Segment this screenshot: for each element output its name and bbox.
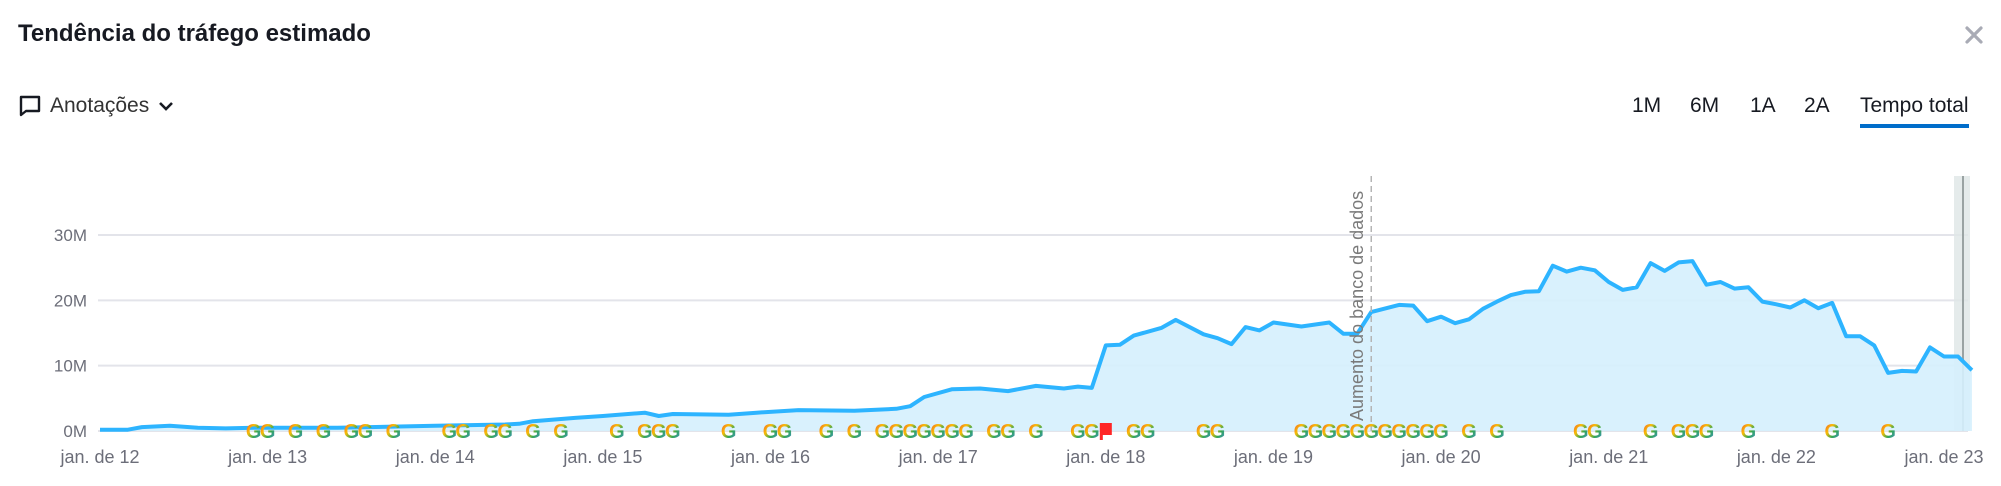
comment-icon [19,95,41,117]
google-update-icon: G [1322,421,1338,443]
google-update-icon: G [888,421,904,443]
x-tick-label: jan. de 14 [395,447,475,467]
google-update-icon: G [497,421,513,443]
google-update-icon: G [1126,421,1142,443]
tab-6m[interactable]: 6M [1690,94,1720,117]
time-range-tabs: 1M 6M 1A 2A Tempo total [0,94,2001,134]
google-update-icon: G [651,421,667,443]
x-tick-label: jan. de 20 [1401,447,1481,467]
chevron-down-icon [159,102,174,111]
y-tick-label: 10M [54,357,87,376]
google-update-icon: G [1391,421,1407,443]
database-increase-label: Aumento do banco de dados [1347,191,1367,421]
google-update-icon: G [1308,421,1324,443]
google-update-icon: G [1294,421,1310,443]
google-update-icon: G [1461,421,1477,443]
google-update-icon: G [1405,421,1421,443]
google-update-icon: G [1824,421,1840,443]
google-update-icon: G [1070,421,1086,443]
google-update-icon: G [637,421,653,443]
google-update-icon: G [260,421,276,443]
google-update-icon: G [1419,421,1435,443]
x-tick-label: jan. de 21 [1568,447,1648,467]
google-update-icon: G [1587,421,1603,443]
google-update-icon: G [386,421,402,443]
google-update-icon: G [777,421,793,443]
tab-1a[interactable]: 1A [1750,94,1776,117]
google-update-icon: G [1349,421,1365,443]
x-tick-label: jan. de 22 [1736,447,1816,467]
google-update-icon: G [553,421,569,443]
google-update-icon: G [609,421,625,443]
google-update-icon: G [902,421,918,443]
x-tick-label: jan. de 15 [562,447,642,467]
x-tick-label: jan. de 16 [730,447,810,467]
x-tick-label: jan. de 19 [1233,447,1313,467]
google-update-icon: G [665,421,681,443]
google-update-icon: G [847,421,863,443]
google-update-icon: G [1084,421,1100,443]
y-tick-label: 0M [63,422,87,441]
google-update-icon: G [455,421,471,443]
google-update-icon: G [1685,421,1701,443]
google-update-icon: G [1377,421,1393,443]
tab-tempo-total[interactable]: Tempo total [1860,94,1969,128]
x-tick-label: jan. de 13 [227,447,307,467]
google-update-icon: G [246,421,262,443]
y-tick-label: 30M [54,226,87,245]
google-update-icon: G [721,421,737,443]
google-update-icon: G [1741,421,1757,443]
google-update-icon: G [1643,421,1659,443]
x-tick-label: jan. de 23 [1903,447,1983,467]
google-update-icon: G [1140,421,1156,443]
google-update-icon: G [316,421,332,443]
google-update-icon: G [1671,421,1687,443]
google-update-icon: G [358,421,374,443]
google-update-icon: G [525,421,541,443]
google-update-icon: G [1363,421,1379,443]
google-update-icon: G [944,421,960,443]
google-update-icon: G [1196,421,1212,443]
google-update-icon: G [288,421,304,443]
google-update-icon: G [1573,421,1589,443]
google-update-icon: G [1433,421,1449,443]
annotations-dropdown[interactable]: Anotações [18,94,175,118]
google-update-icon: G [958,421,974,443]
page-title: Tendência do tráfego estimado [18,20,371,47]
google-update-icon: G [916,421,932,443]
x-tick-label: jan. de 12 [59,447,139,467]
google-update-icon: G [441,421,457,443]
google-update-icon: G [819,421,835,443]
google-update-icon: G [763,421,779,443]
google-update-icon: G [1336,421,1352,443]
traffic-area [100,261,1972,431]
google-update-icon: G [1880,421,1896,443]
tab-1m[interactable]: 1M [1632,94,1662,117]
google-update-icon: G [344,421,360,443]
google-update-icon: G [875,421,891,443]
google-update-icon: G [1210,421,1226,443]
annotations-label: Anotações [50,94,150,117]
flag-icon [1099,423,1112,440]
y-tick-label: 20M [54,291,87,310]
tab-2a[interactable]: 2A [1804,94,1830,117]
x-tick-label: jan. de 18 [1065,447,1145,467]
google-update-icon: G [986,421,1002,443]
google-update-icon: G [1000,421,1016,443]
google-update-icon: G [1028,421,1044,443]
google-update-icon: G [483,421,499,443]
close-icon[interactable] [1961,22,1987,48]
google-update-icon: G [1699,421,1715,443]
google-update-icon: G [930,421,946,443]
x-tick-label: jan. de 17 [898,447,978,467]
google-update-icon: G [1489,421,1505,443]
